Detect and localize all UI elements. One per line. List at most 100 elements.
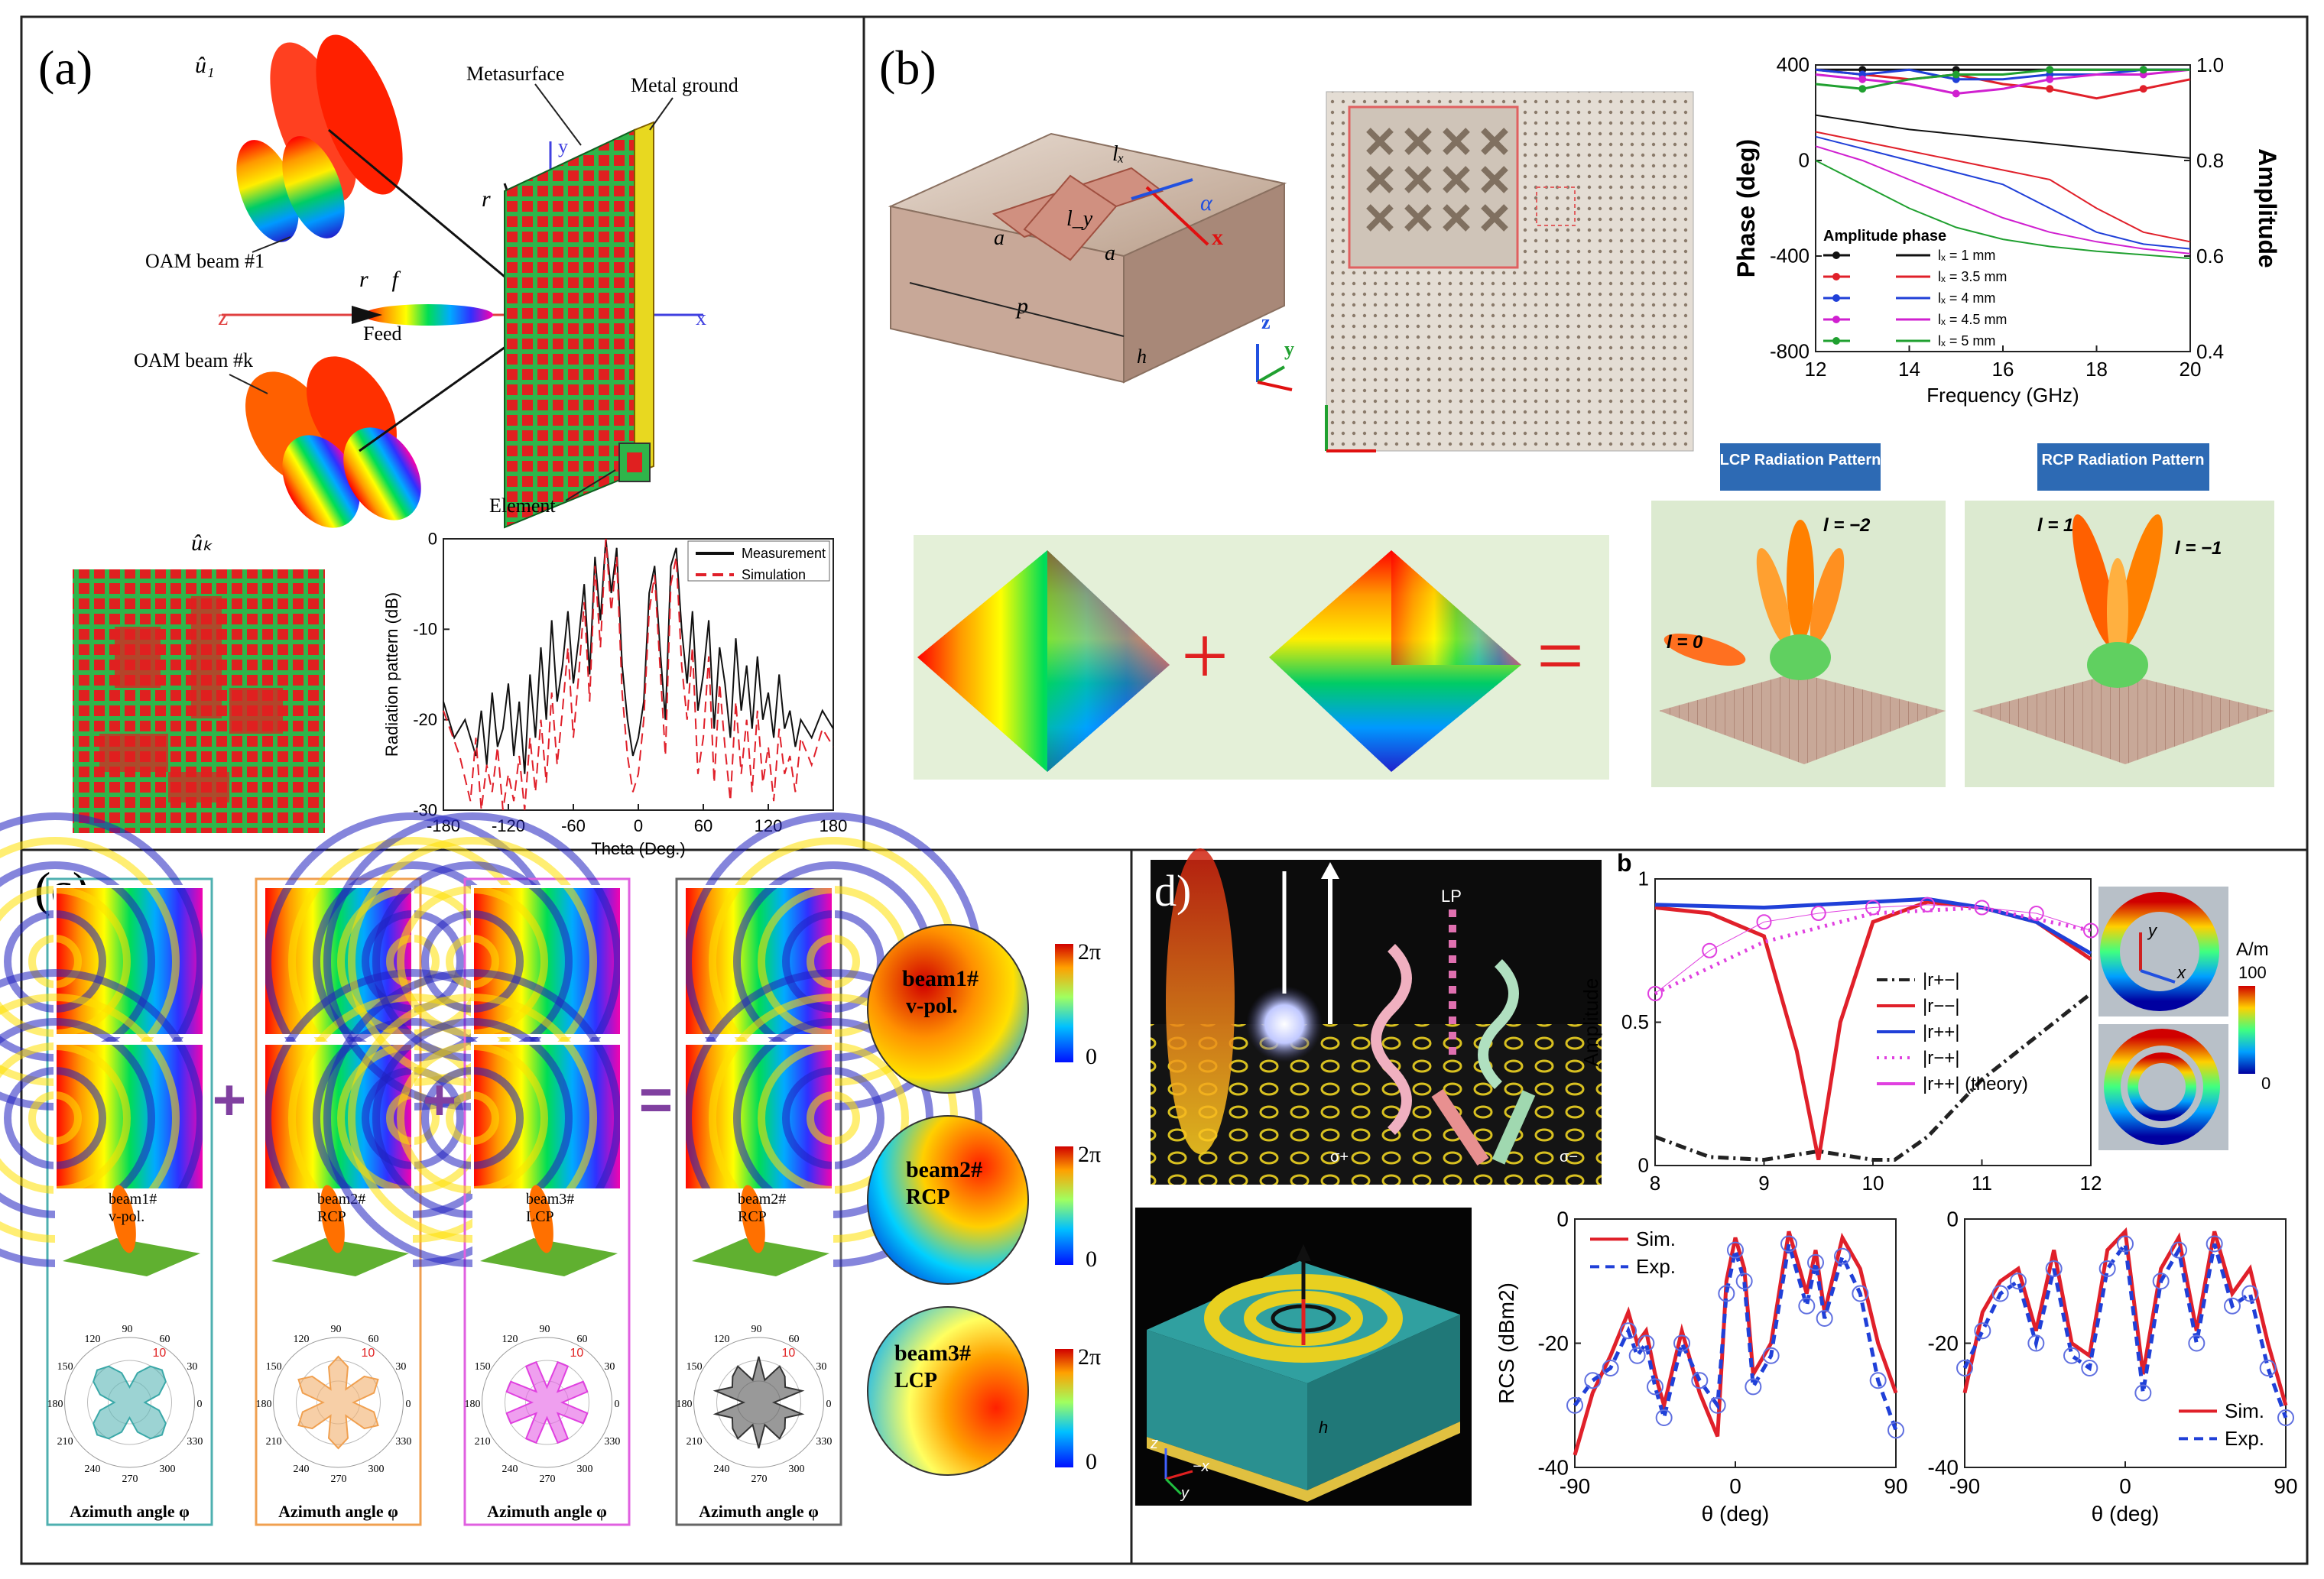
panel-c-columns: beam1#v-pol.9060300330300270240210180150… <box>0 812 982 1526</box>
element-pointer <box>565 469 616 501</box>
c-column-1-ground <box>271 1238 409 1276</box>
disk-2-title: beam2# <box>906 1157 982 1182</box>
x-tick-label-0: -90 <box>1949 1474 1980 1498</box>
lcp-title-box <box>1720 443 1881 491</box>
d-sigma-plus: σ+ <box>1330 1149 1349 1166</box>
c-column-2-polar-tick-5: 300 <box>577 1464 593 1475</box>
c-column-3-beam: beam2# <box>738 1191 786 1208</box>
c-column-1-polar-pattern <box>297 1355 379 1450</box>
z-axis-b-label: z <box>1261 311 1271 333</box>
c-column-0-azimuth: Azimuth angle φ <box>70 1502 190 1521</box>
c-column-0-polar-tick-5: 300 <box>160 1464 176 1475</box>
legend-b-amp-marker-0 <box>1832 251 1840 259</box>
panel-c-operators: + + = <box>213 1068 673 1133</box>
legend-b-amp-marker-2 <box>1832 294 1840 302</box>
c-column-2-polar-inner <box>525 1380 569 1425</box>
y-tick-label-1: -20 <box>1928 1331 1959 1355</box>
y-axis-label: y <box>558 135 568 157</box>
c-column-0-polar-tick-11: 120 <box>85 1334 101 1345</box>
c-column-2-polar-tick-7: 240 <box>502 1464 518 1475</box>
legend-rcs1-label-0: Sim. <box>1636 1227 1676 1250</box>
d-axis-x-label: −x <box>1193 1458 1210 1475</box>
c-column-2-polar-tick-3: 0 <box>615 1399 620 1410</box>
phase-map-1 <box>917 550 1170 772</box>
metasurface-board <box>504 128 635 529</box>
c-column-1-polar-tick-3: 0 <box>406 1399 411 1410</box>
lcp-floor <box>1659 673 1946 764</box>
series-1-point-20 <box>1834 1247 1851 1265</box>
x-axis-label: x <box>696 306 706 330</box>
series-4-point-4 <box>1865 900 1881 916</box>
c-column-1-polar-tick-7: 240 <box>294 1464 310 1475</box>
y-left-title: Phase (deg) <box>1732 139 1760 277</box>
series-1-point-0 <box>1956 1360 1973 1376</box>
p-dimension <box>909 282 1125 337</box>
unit-cell-d-h: h <box>1319 1418 1328 1437</box>
colorbar-1-max: 2π <box>1078 939 1101 965</box>
series-4-line <box>1654 904 2092 994</box>
series-4-point-1 <box>1702 942 1718 958</box>
y-tick-label-3: -800 <box>1770 340 1810 363</box>
c-column-2-polar-tick-4: 330 <box>604 1436 620 1448</box>
series-0-line <box>1815 114 2191 159</box>
c-column-1-azimuth: Azimuth angle φ <box>278 1502 398 1521</box>
c-column-2-phase-frame-0 <box>471 885 623 1037</box>
legend-d-amp-label-2: |r++| <box>1923 1022 1960 1042</box>
series-1-point-14 <box>1745 1378 1762 1396</box>
c-column-2-azimuth: Azimuth angle φ <box>487 1502 607 1521</box>
series-0-line <box>1962 1227 2288 1406</box>
x-tick-label-4: 12 <box>2080 1172 2102 1195</box>
legend-rcs1-label-1: Exp. <box>1636 1255 1676 1278</box>
c-column-3-pol: RCP <box>738 1208 767 1225</box>
y-tick-label-1: -10 <box>413 620 437 639</box>
series-1-point-7 <box>2081 1360 2098 1376</box>
x-tick-label-1: 14 <box>1898 358 1920 381</box>
c-column-3-polar-tick-7: 240 <box>714 1464 730 1475</box>
disk-2-sub: RCP <box>906 1185 950 1209</box>
a-label-2: a <box>1105 242 1115 265</box>
c-column-0-phase-frame-0 <box>54 885 206 1037</box>
series-4-line <box>1815 160 2191 260</box>
rcs-chart-2: -90 0 90 0 -20 -40 θ (deg) Sim. Exp. <box>1928 1207 2298 1526</box>
c-column-3-ground <box>692 1238 829 1276</box>
panel-b-label: (b) <box>879 41 936 95</box>
z-axis-label: z <box>218 305 228 330</box>
unit-cell-d-side <box>1307 1315 1460 1490</box>
c-column-1-polar-r: 10 <box>362 1347 375 1360</box>
disk-3-title: beam3# <box>894 1341 971 1366</box>
lcp-lobes <box>1663 520 1845 680</box>
oam-beam-k-label: OAM beam #k <box>134 349 253 371</box>
c-column-2-lobe <box>529 1185 553 1253</box>
c-column-3-polar-pattern <box>712 1356 805 1449</box>
c-column-3-polar-tick-0: 90 <box>751 1324 762 1335</box>
c-column-2-pol: LCP <box>526 1208 554 1225</box>
rcp-lobes <box>2072 514 2163 688</box>
alpha-label: α <box>1200 190 1213 216</box>
y-tick-label-1: 0 <box>1799 149 1810 172</box>
series-1-point-0 <box>1566 1396 1583 1414</box>
y-tick-label-0: 400 <box>1777 53 1810 76</box>
lx-label: lₓ <box>1112 142 1125 166</box>
series-1-point-6 <box>1647 1378 1663 1396</box>
amp-series-4 <box>1815 68 2190 90</box>
series-1-point-9 <box>2117 1235 2134 1253</box>
x-tick-label-3: 0 <box>634 816 643 835</box>
plot-frame <box>443 538 834 811</box>
current-ring-2 <box>2104 1029 2220 1145</box>
amp-series-1 <box>1815 68 2191 100</box>
legend-b-amp-marker-1 <box>1832 273 1840 280</box>
x-tick-label-4: 20 <box>2180 358 2202 381</box>
element-label: Element <box>489 494 556 517</box>
series-1-point-16 <box>2241 1285 2259 1302</box>
y-axis-b-label: y <box>1284 338 1294 360</box>
series-4-point-7 <box>2028 906 2044 921</box>
rcp-l-minus1: l = −1 <box>2175 538 2222 559</box>
current-min: 0 <box>2261 1074 2270 1093</box>
c-column-2-polar-tick-11: 120 <box>502 1334 518 1345</box>
y-tick-label-2: -20 <box>413 710 437 729</box>
series-1-point-8 <box>1673 1334 1690 1352</box>
metal-ground-pointer <box>649 97 674 131</box>
disk-1-sub: v-pol. <box>906 994 958 1018</box>
series-1-point-7 <box>1655 1409 1673 1426</box>
